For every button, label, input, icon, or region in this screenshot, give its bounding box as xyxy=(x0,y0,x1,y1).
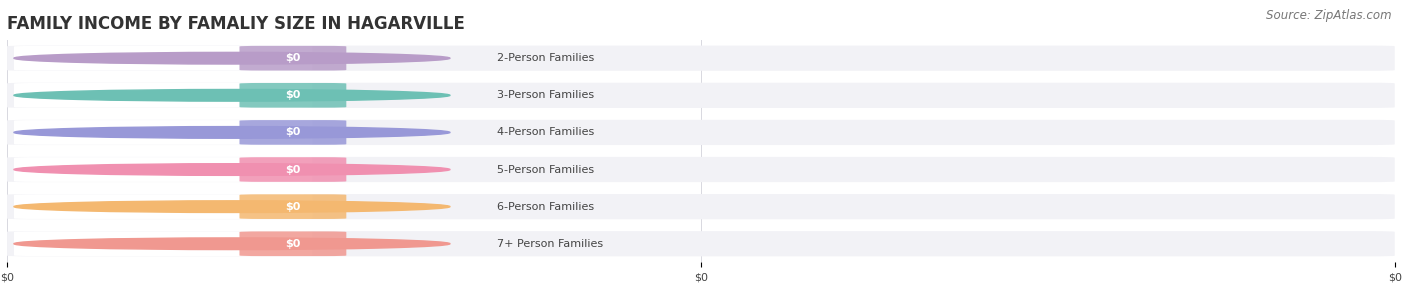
FancyBboxPatch shape xyxy=(7,83,1395,108)
Circle shape xyxy=(14,52,450,64)
FancyBboxPatch shape xyxy=(7,194,1395,219)
FancyBboxPatch shape xyxy=(7,45,1395,71)
FancyBboxPatch shape xyxy=(239,83,346,108)
FancyBboxPatch shape xyxy=(14,46,312,70)
Text: 7+ Person Families: 7+ Person Families xyxy=(496,239,603,249)
Text: 6-Person Families: 6-Person Families xyxy=(496,202,593,212)
Circle shape xyxy=(14,127,450,138)
Text: $0: $0 xyxy=(285,239,301,249)
FancyBboxPatch shape xyxy=(239,231,346,256)
Text: Source: ZipAtlas.com: Source: ZipAtlas.com xyxy=(1267,9,1392,22)
FancyBboxPatch shape xyxy=(239,194,346,219)
Text: 2-Person Families: 2-Person Families xyxy=(496,53,593,63)
Text: FAMILY INCOME BY FAMALIY SIZE IN HAGARVILLE: FAMILY INCOME BY FAMALIY SIZE IN HAGARVI… xyxy=(7,15,465,33)
FancyBboxPatch shape xyxy=(239,157,346,182)
Circle shape xyxy=(14,164,450,175)
FancyBboxPatch shape xyxy=(14,83,312,108)
FancyBboxPatch shape xyxy=(14,120,312,145)
FancyBboxPatch shape xyxy=(7,120,1395,145)
FancyBboxPatch shape xyxy=(239,46,346,70)
Text: $0: $0 xyxy=(285,53,301,63)
Text: 3-Person Families: 3-Person Families xyxy=(496,90,593,100)
FancyBboxPatch shape xyxy=(7,231,1395,257)
Circle shape xyxy=(14,238,450,249)
Text: $0: $0 xyxy=(285,127,301,138)
FancyBboxPatch shape xyxy=(14,157,312,182)
Text: 5-Person Families: 5-Person Families xyxy=(496,164,593,174)
Text: $0: $0 xyxy=(285,202,301,212)
Text: $0: $0 xyxy=(285,164,301,174)
Circle shape xyxy=(14,201,450,213)
Text: 4-Person Families: 4-Person Families xyxy=(496,127,593,138)
Circle shape xyxy=(14,89,450,101)
FancyBboxPatch shape xyxy=(239,120,346,145)
FancyBboxPatch shape xyxy=(14,231,312,256)
Text: $0: $0 xyxy=(285,90,301,100)
FancyBboxPatch shape xyxy=(7,157,1395,182)
FancyBboxPatch shape xyxy=(14,194,312,219)
